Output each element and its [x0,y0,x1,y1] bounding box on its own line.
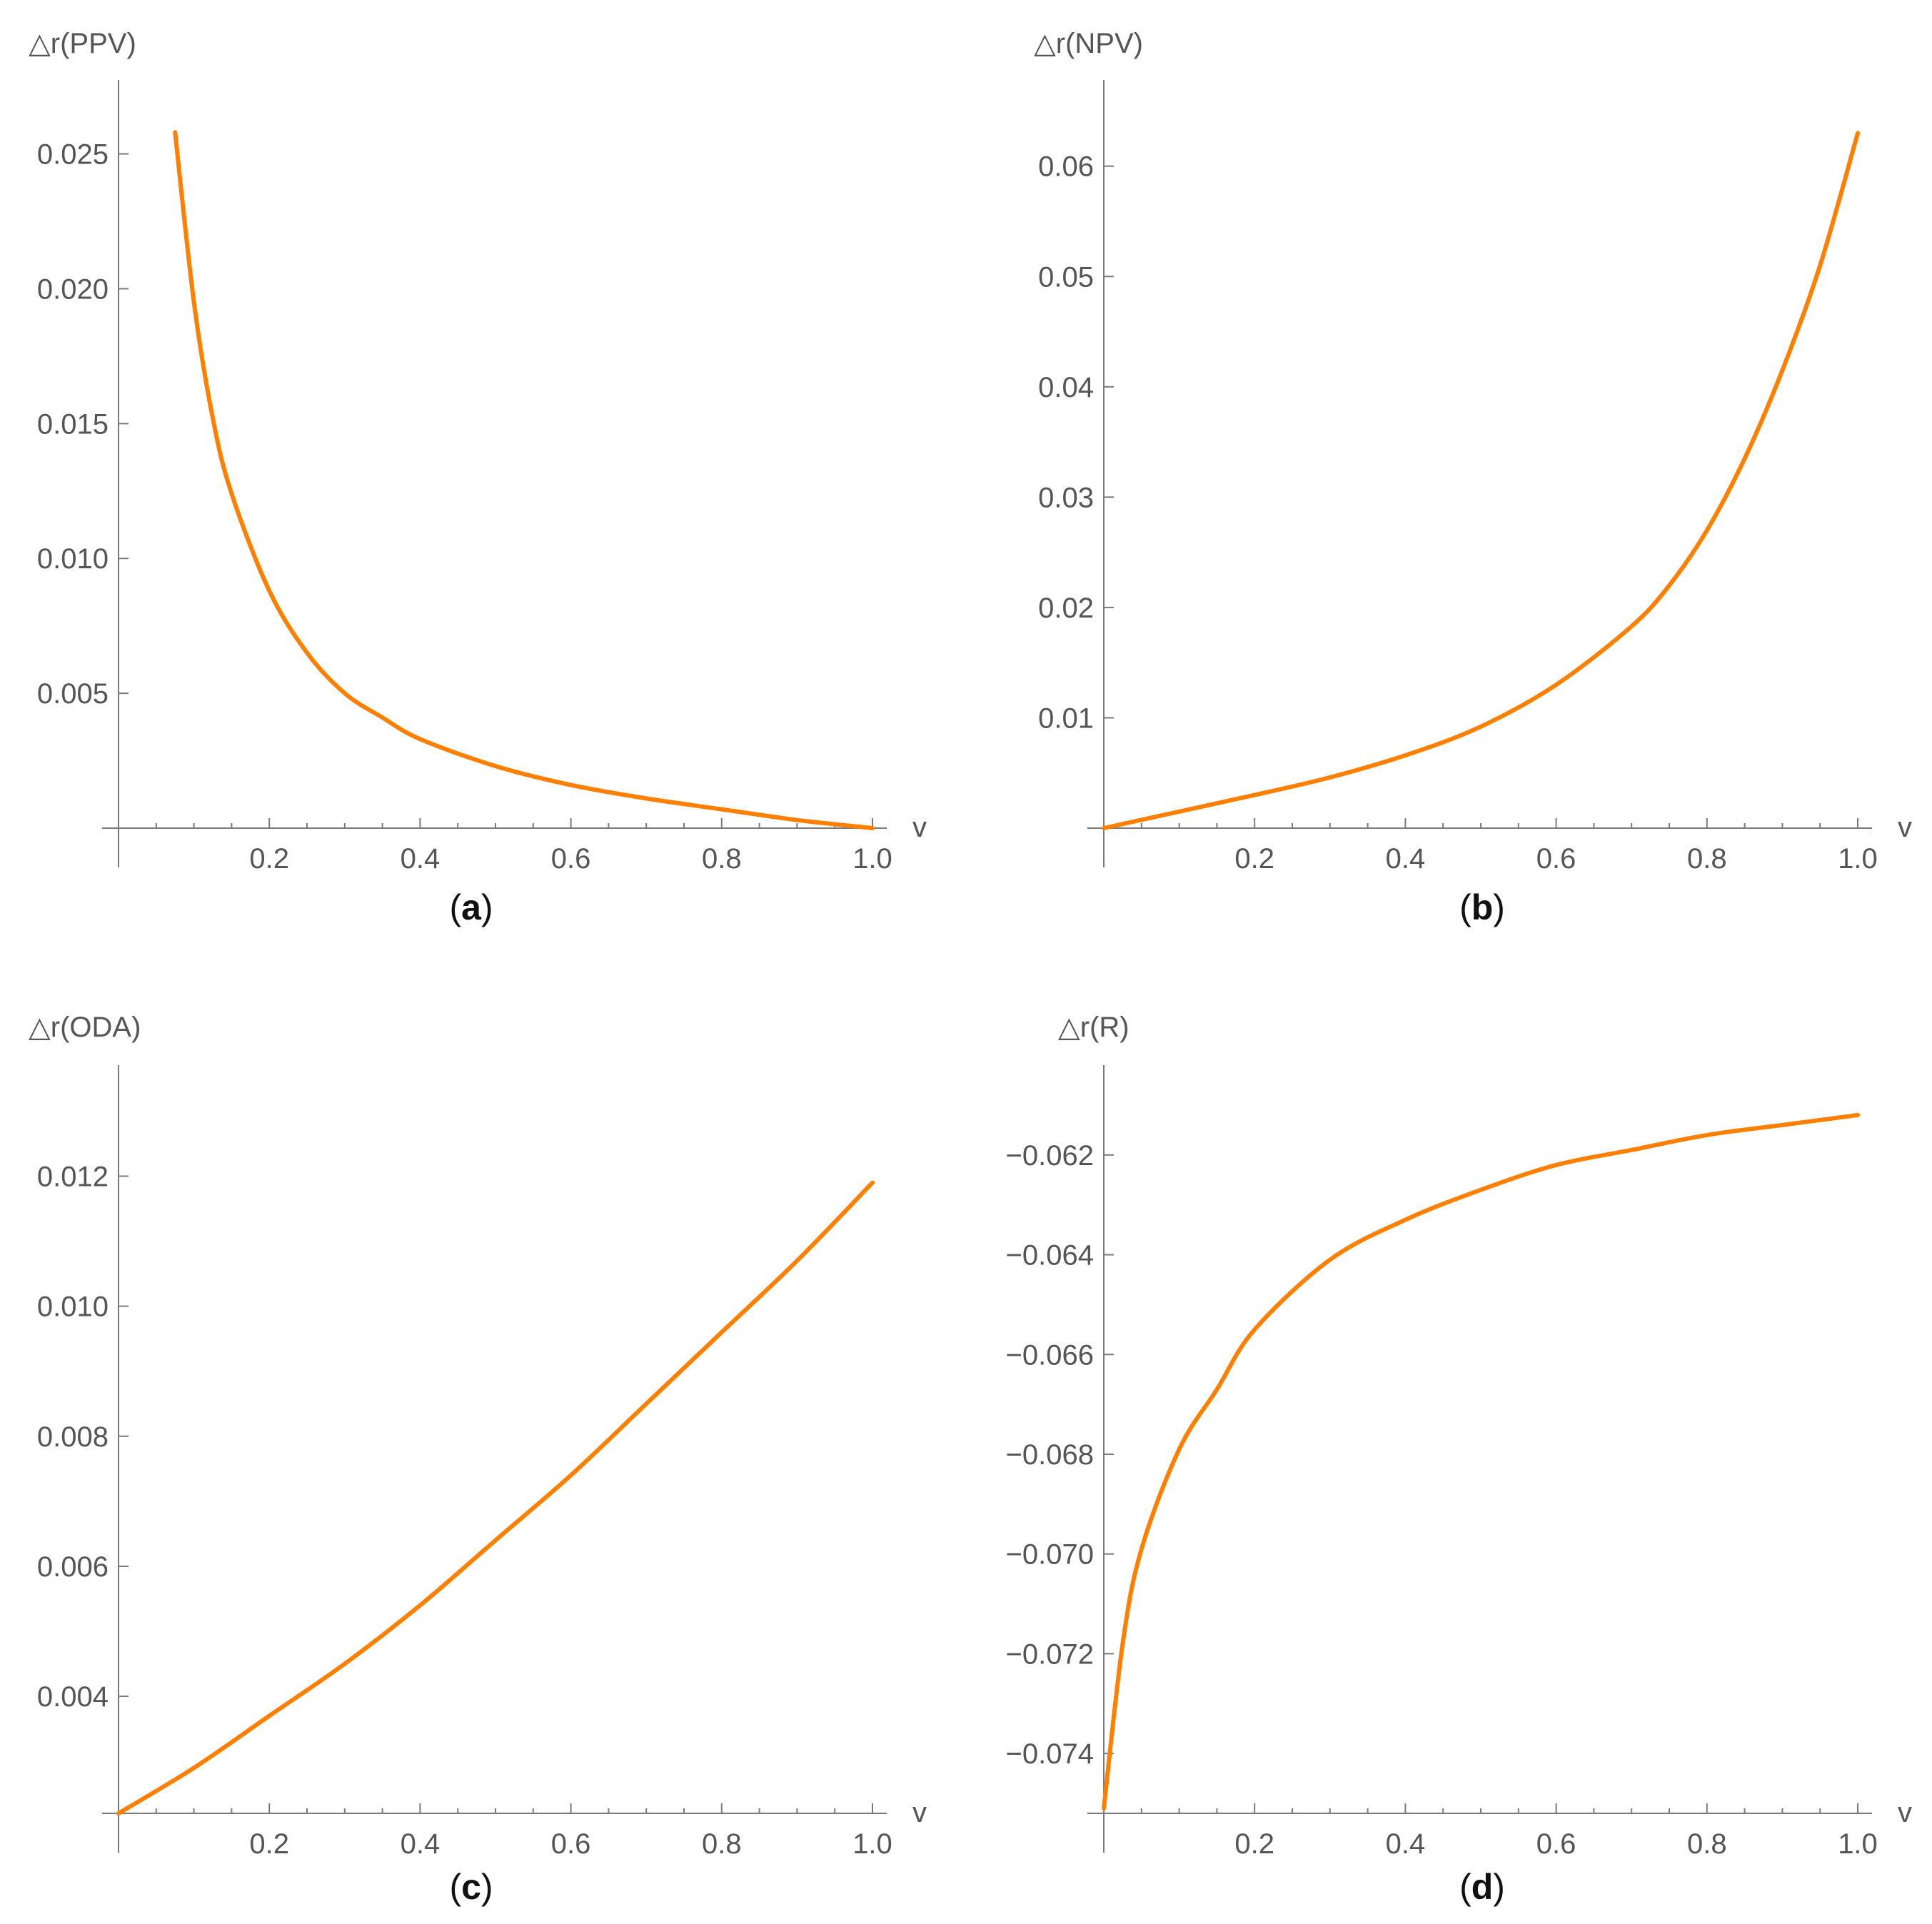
panel-a-series-line [173,130,875,830]
panel-d-x-tick-label: 0.2 [1234,1828,1274,1860]
panel-c-y-tick-label: 0.004 [37,1681,109,1713]
panel-b-y-tick-label: 0.02 [1038,593,1094,624]
panel-a-caption: (a) [449,887,493,927]
panel-b-caption: (b) [1459,887,1505,927]
panel-b: △r(NPV) 0.010.020.030.040.050.06 0.2 0.4 0… [1034,28,1912,927]
panel-c-series-line [116,1180,875,1815]
panel-c-x-tick-label: 1.0 [852,1828,892,1860]
panel-d-xlabel: v [1898,1797,1912,1828]
panel-a-y-tick-label: 0.005 [37,678,109,710]
panel-b-y-ticks: 0.01 0.02 0.03 0.04 0.05 0.06 [1038,151,1114,734]
panel-a-x-tick-label: 0.6 [551,843,591,875]
panel-d: △r(R) −0.074−0.072−0.070−0.068−0.066−0.0… [1006,1012,1912,1907]
panel-b-series-line [1102,131,1860,830]
panel-a-x-tick-label: 1.0 [852,843,892,875]
panel-c-y-tick-label: 0.008 [37,1421,109,1453]
panel-d-x-tick-label: 0.6 [1536,1828,1576,1860]
panel-d-y-tick-label: −0.072 [1006,1638,1094,1670]
panel-b-x-ticks: 0.2 0.4 0.6 0.8 1.0 [1140,818,1878,875]
panel-c-x-ticks: 0.2 0.4 0.6 0.8 1.0 [155,1803,892,1860]
panel-b-y-tick-label: 0.03 [1038,482,1094,513]
panel-c-x-tick-label: 0.2 [249,1828,289,1860]
panel-b-x-tick-label: 0.2 [1234,843,1274,875]
panel-b-x-tick-label: 0.4 [1386,843,1426,875]
panel-c-x-tick-label: 0.8 [702,1828,742,1860]
panel-a-ylabel: △r(PPV) [29,28,136,59]
panel-b-y-tick-label: 0.06 [1038,151,1094,183]
panel-a-y-tick-label: 0.020 [37,273,109,305]
panel-a-x-tick-label: 0.8 [702,843,742,875]
panel-a-y-tick-label: 0.010 [37,543,109,575]
panel-d-y-tick-label: −0.064 [1006,1240,1094,1271]
panel-c-caption: (c) [449,1867,493,1907]
panel-a: △r(PPV) 0.005 0.010 0.015 0.020 0.025 0.2 0.4… [29,28,927,927]
panel-b-ylabel: △r(NPV) [1034,28,1143,59]
panel-d-y-ticks: −0.074 −0.072 −0.070 −0.068 −0.066 −0.064 −0.0… [1006,1140,1114,1770]
panel-a-y-tick-label: 0.015 [37,408,109,440]
panel-b-xlabel: v [1898,812,1912,843]
panel-b-x-tick-label: 0.6 [1536,843,1576,875]
panel-c-x-tick-label: 0.4 [401,1828,441,1860]
panel-c-y-tick-label: 0.006 [37,1551,109,1583]
panel-d-x-tick-label: 0.8 [1687,1828,1727,1860]
panel-a-x-tick-label: 0.4 [401,843,441,875]
panel-b-x-tick-label: 1.0 [1838,843,1878,875]
panel-d-y-tick-label: −0.062 [1006,1140,1094,1172]
panel-b-x-tick-label: 0.8 [1687,843,1727,875]
panel-d-x-tick-label: 0.4 [1386,1828,1426,1860]
panel-d-y-tick-label: −0.068 [1006,1439,1094,1471]
panel-a-x-ticks: 0.2 0.4 0.6 0.8 1.0 [155,818,892,875]
panel-b-y-tick-label: 0.01 [1038,702,1094,734]
panel-a-xlabel: v [912,812,927,843]
panel-a-y-ticks: 0.005 0.010 0.015 0.020 0.025 [37,139,129,710]
panel-c-y-tick-label: 0.012 [37,1162,109,1193]
panel-d-y-tick-label: −0.070 [1006,1539,1094,1571]
panel-c-y-tick-label: 0.010 [37,1291,109,1323]
panel-a-x-tick-label: 0.2 [249,843,289,875]
panel-c-xlabel: v [912,1797,927,1828]
panel-d-x-tick-label: 1.0 [1838,1828,1878,1860]
panel-d-y-tick-label: −0.066 [1006,1339,1094,1371]
panel-b-y-tick-label: 0.05 [1038,261,1094,293]
panel-d-series-line [1102,1112,1860,1810]
panel-c: △r(ODA) 0.004 0.006 0.008 0.010 0.012 0.2 0.4… [29,1012,927,1907]
panel-d-caption: (d) [1459,1867,1505,1907]
panel-c-ylabel: △r(ODA) [29,1012,141,1043]
panel-a-y-tick-label: 0.025 [37,139,109,171]
panel-b-y-tick-label: 0.04 [1038,372,1094,403]
panel-d-x-ticks: 0.2 0.4 0.6 0.8 1.0 [1140,1803,1878,1860]
panel-d-y-tick-label: −0.074 [1006,1738,1094,1770]
panel-c-x-tick-label: 0.6 [551,1828,591,1860]
panel-c-y-ticks: 0.004 0.006 0.008 0.010 0.012 [37,1162,129,1713]
panel-d-ylabel: △r(R) [1058,1012,1129,1043]
